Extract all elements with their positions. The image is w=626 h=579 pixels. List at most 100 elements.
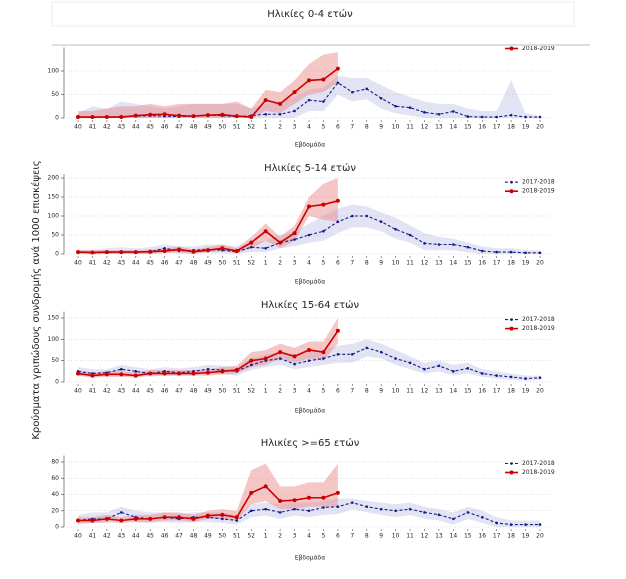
x-tick-label: 7 [350,124,354,131]
data-point [234,248,239,253]
data-point [322,229,325,233]
data-point [133,250,138,255]
y-tick-label: 60 [51,475,59,482]
x-axis-label: Εβδομάδα [295,279,325,286]
x-tick-label: 4 [307,388,311,395]
data-point [263,356,268,361]
x-tick-label: 49 [204,260,212,267]
data-point [394,509,397,513]
data-point [119,372,124,377]
data-point [249,115,254,120]
x-tick-label: 41 [89,388,97,395]
x-tick-label: 45 [146,388,154,395]
x-tick-label: 7 [350,533,354,540]
x-tick-label: 45 [146,260,154,267]
data-point [408,233,412,237]
data-point [524,523,527,526]
data-point [220,369,225,374]
chart-panel: 0 50 100 150 200 2017-2018 2018-2019 [48,174,555,258]
x-tick-label: 40 [74,533,82,540]
data-point [293,109,296,113]
data-point [321,202,326,207]
data-point [120,367,123,371]
legend-marker [509,189,514,194]
data-point [480,115,484,119]
x-tick-label: 48 [190,533,198,540]
data-point [76,371,80,376]
legend-label: 2017-2018 [522,179,555,186]
legend-marker [510,180,513,184]
y-tick-label: 50 [51,91,59,98]
x-tick-label: 44 [132,533,140,540]
series-line [77,215,540,254]
x-tick-label: 43 [117,124,125,131]
data-point [437,112,441,116]
data-point [133,113,138,118]
x-tick-label: 1 [264,533,268,540]
data-point [307,348,311,352]
data-point [509,113,513,117]
x-tick-label: 10 [392,260,400,267]
x-tick-label: 14 [450,388,458,395]
data-point [292,498,297,503]
data-point [278,350,283,355]
data-point [379,96,383,100]
data-point [249,509,253,513]
data-point [394,228,397,231]
data-point [278,240,283,245]
x-tick-label: 12 [421,124,429,131]
data-point [466,511,470,514]
data-point [90,250,95,255]
x-tick-label: 19 [522,533,530,540]
x-tick-label: 43 [117,533,125,540]
band [78,318,338,378]
x-tick-label: 52 [247,388,255,395]
chart-panel: 0 20 40 60 80 2017-2018 2018-2019 [51,455,555,531]
data-point [292,90,297,95]
data-point [205,248,210,253]
y-tick-label: 50 [51,232,59,239]
data-point [495,115,498,119]
y-tick-label: 0 [55,524,59,531]
y-tick-label: 50 [51,357,59,364]
data-point [335,198,340,203]
data-point [379,350,383,354]
x-tick-label: 4 [307,124,311,131]
legend-marker [510,462,513,465]
x-tick-label: 47 [175,533,183,540]
x-tick-label: 6 [336,388,340,395]
data-point [423,511,426,514]
x-tick-label: 16 [478,260,486,267]
x-tick-label: 8 [365,260,369,267]
y-tick-label: 0 [55,379,59,386]
x-tick-label: 40 [74,388,82,395]
x-tick-label: 10 [392,388,400,395]
x-tick-label: 47 [175,124,183,131]
data-point [538,376,542,380]
legend-marker [509,470,514,475]
data-point [365,214,369,218]
data-point [423,242,426,245]
x-tick-label: 8 [365,388,369,395]
data-point [234,515,239,520]
x-tick-label: 14 [450,124,458,131]
x-tick-label: 48 [190,124,198,131]
data-point [234,368,239,373]
y-tick-label: 150 [48,315,60,322]
x-tick-label: 5 [322,388,326,395]
x-tick-label: 43 [117,260,125,267]
data-point [495,521,498,525]
x-tick-label: 46 [161,388,169,395]
data-point [365,87,369,91]
x-tick-label: 4 [307,533,311,540]
x-tick-label: 47 [175,388,183,395]
data-point [162,248,167,253]
x-tick-label: 46 [161,260,169,267]
data-point [495,250,498,254]
data-point [307,98,311,102]
x-axis-label: Εβδομάδα [295,142,325,149]
data-point [336,505,340,508]
x-tick-label: 11 [406,388,414,395]
